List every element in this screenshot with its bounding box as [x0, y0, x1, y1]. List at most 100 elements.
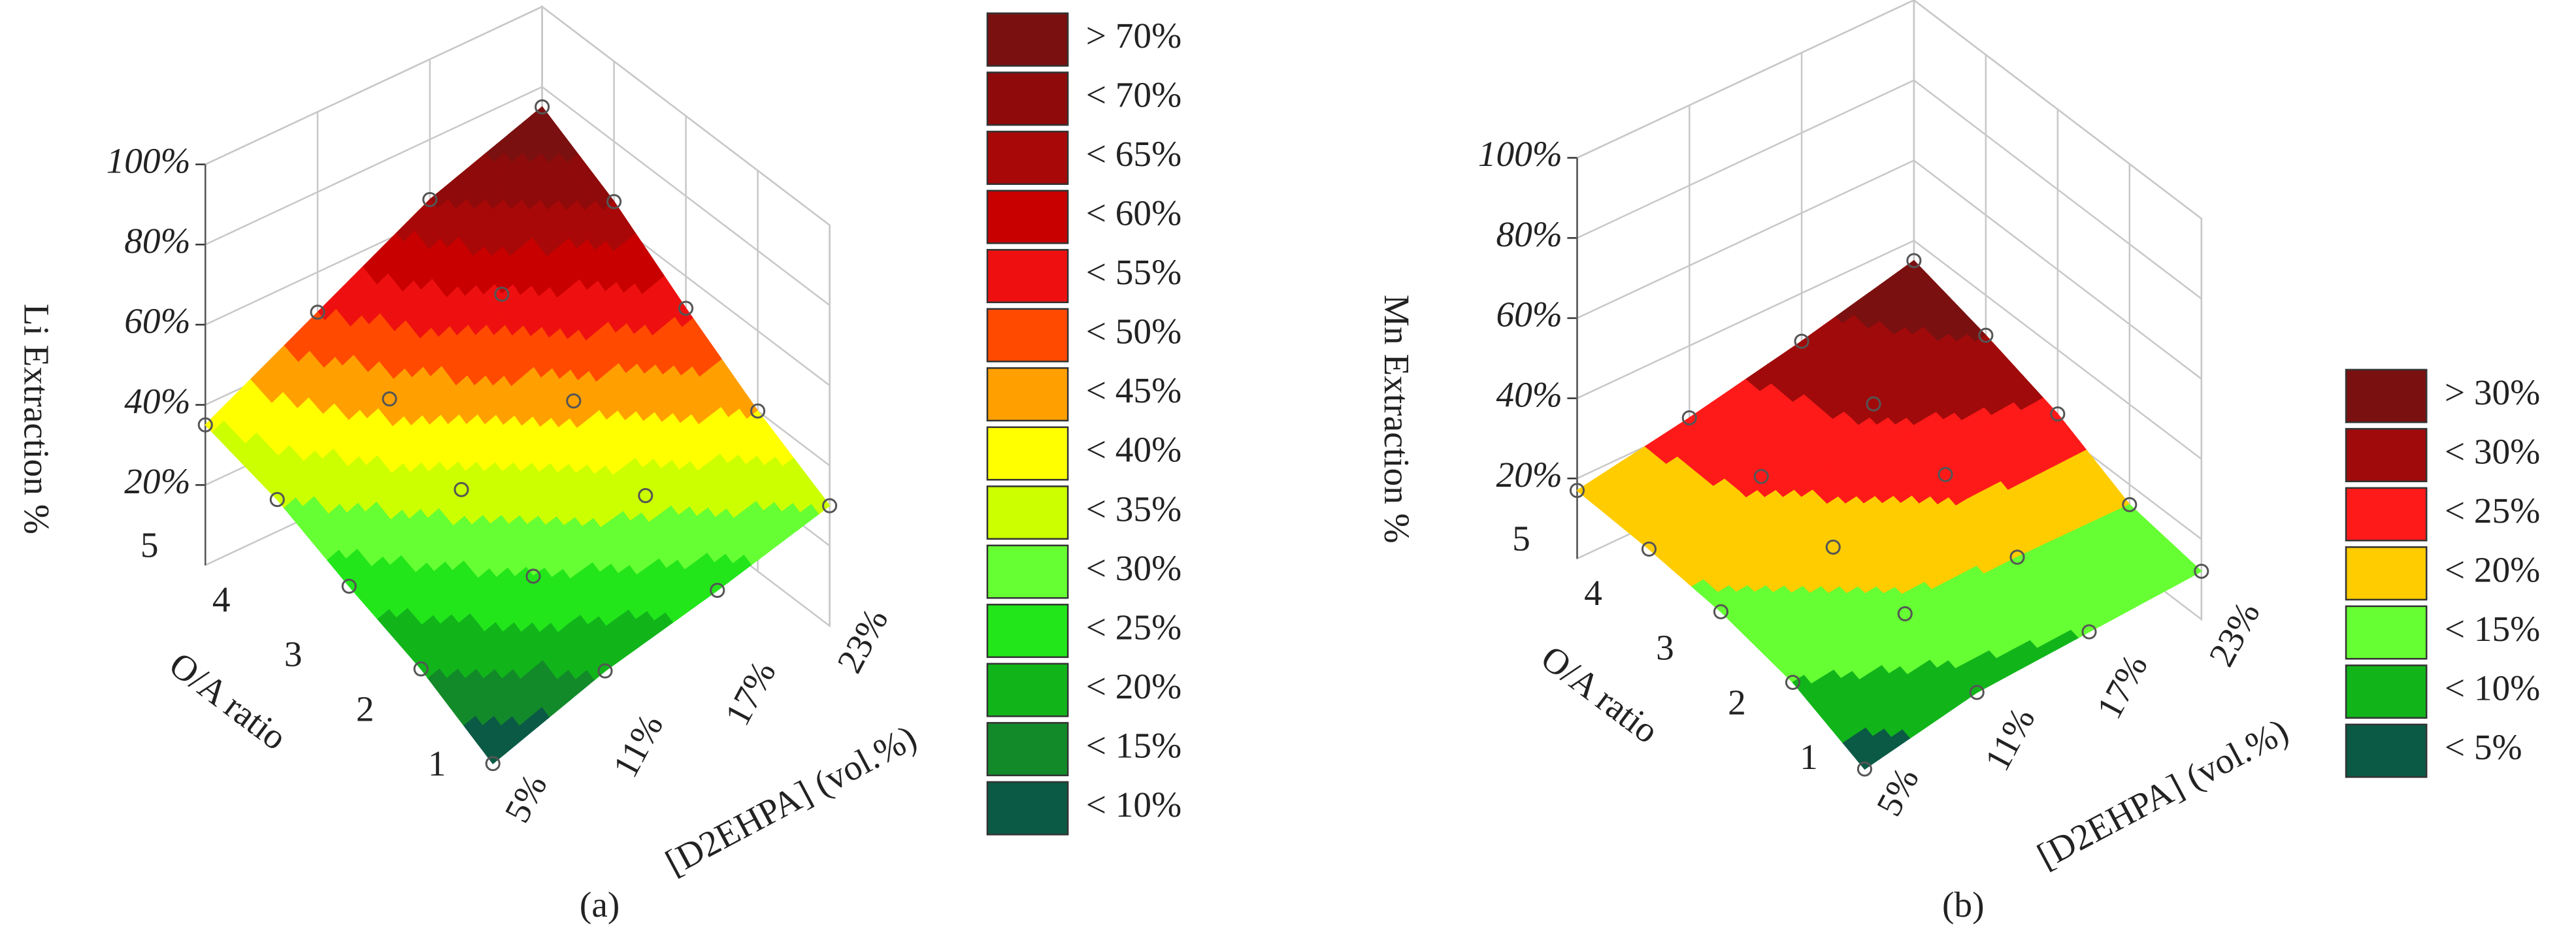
data-point	[1978, 327, 1994, 343]
legend-swatch	[986, 308, 1069, 363]
legend-label: < 20%	[1086, 666, 1181, 706]
data-point	[494, 286, 510, 302]
y-tick-label: 4	[1584, 573, 1602, 613]
data-point	[1794, 333, 1809, 349]
data-point	[1681, 410, 1697, 426]
x-tick-label: 11%	[1977, 701, 2042, 777]
z-tick-label: 80%	[124, 221, 190, 261]
grid-line	[1576, 79, 2202, 300]
x-tick-label: 11%	[605, 708, 670, 783]
legend-swatch	[2345, 487, 2428, 542]
legend-label: < 60%	[1086, 193, 1181, 233]
x-tick-label: 17%	[717, 655, 783, 732]
x-tick-label: 5%	[497, 768, 554, 829]
y-tick-label: 5	[1512, 519, 1530, 559]
data-point	[341, 578, 357, 594]
y-tick-label: 3	[1656, 628, 1674, 668]
data-point	[822, 498, 838, 514]
z-tick-label: 100%	[1478, 134, 1562, 174]
y-tick-label: 1	[428, 744, 446, 783]
z-tick-label: 40%	[124, 381, 190, 421]
legend-label: < 10%	[1086, 785, 1181, 825]
legend-label: < 25%	[1086, 607, 1181, 647]
x-axis-title: [D2EHPA] (vol.%)	[659, 717, 923, 883]
legend-swatch	[2345, 723, 2428, 778]
data-point	[2081, 624, 2097, 640]
data-point	[1785, 674, 1801, 690]
data-point	[422, 191, 438, 207]
data-point	[1969, 685, 1985, 700]
data-point	[638, 488, 653, 504]
data-point	[710, 582, 725, 598]
y-tick-label: 4	[212, 580, 231, 619]
legend-swatch	[986, 604, 1069, 659]
surface-chart: 20% 40% 60% 80% 100% 5% 11% 17% 23% 1 2 3 4 5 O/A rati…	[17, 5, 1181, 924]
data-point	[2194, 563, 2209, 579]
z-tick-label: 20%	[1496, 455, 1562, 495]
legend-swatch	[2345, 368, 2428, 423]
legend-swatch	[986, 781, 1069, 836]
surface-chart: 20% 40% 60% 80% 100% 5% 11% 17% 23% 1 2 3 4 5 O/A rati…	[1377, 0, 2540, 924]
legend-swatch	[986, 544, 1069, 599]
data-point	[566, 393, 582, 409]
z-axis-title: Li Extraction %	[17, 304, 57, 534]
legend-label: < 30%	[1086, 548, 1181, 588]
z-tick-label: 60%	[124, 301, 190, 341]
legend-label: > 30%	[2445, 372, 2540, 412]
data-point	[1866, 396, 1881, 412]
legend-label: < 35%	[1086, 489, 1181, 529]
y-tick-label: 1	[1800, 737, 1818, 777]
legend-swatch	[986, 485, 1069, 540]
data-point	[1825, 539, 1841, 555]
data-point	[535, 99, 550, 115]
legend-label: < 40%	[1086, 430, 1181, 470]
legend-label: < 25%	[2445, 491, 2540, 531]
data-point	[1641, 541, 1657, 557]
x-axis-title: [D2EHPA] (vol.%)	[2031, 711, 2295, 876]
legend-swatch	[986, 249, 1069, 304]
data-point	[310, 304, 325, 320]
z-axis-title: Mn Extraction %	[1377, 295, 1417, 544]
y-tick-label: 2	[1728, 682, 1746, 722]
x-tick-label: 5%	[1868, 761, 1926, 823]
data-point	[525, 568, 541, 584]
z-tick-label: 20%	[124, 461, 190, 501]
data-point	[382, 391, 397, 407]
legend-swatch	[2345, 605, 2428, 660]
legend-swatch	[986, 426, 1069, 481]
legend-label: < 15%	[1086, 725, 1181, 765]
data-point	[454, 482, 469, 497]
data-point	[413, 661, 429, 677]
grid-line	[1576, 0, 2202, 220]
x-tick-label: 23%	[829, 602, 895, 679]
data-point	[1897, 606, 1913, 621]
legend-label: < 20%	[2445, 549, 2540, 589]
x-tick-label: 17%	[2089, 648, 2155, 725]
z-tick-label: 60%	[1496, 295, 1562, 335]
y-axis-title: O/A ratio	[1534, 638, 1666, 751]
data-point	[606, 193, 622, 210]
x-tick-label: 23%	[2201, 595, 2267, 672]
y-tick-label: 5	[140, 525, 159, 565]
data-point	[1938, 466, 1953, 482]
caption: (a)	[580, 885, 619, 924]
y-axis-title: O/A ratio	[162, 644, 294, 757]
legend-swatch	[986, 662, 1069, 717]
legend-swatch	[986, 71, 1069, 126]
data-point	[485, 756, 501, 772]
data-point	[2009, 549, 2025, 565]
legend-swatch	[986, 189, 1069, 244]
legend-label: < 55%	[1086, 252, 1181, 292]
y-tick-label: 2	[356, 689, 374, 728]
legend-label: < 5%	[2445, 727, 2522, 767]
surface-patch	[485, 744, 505, 764]
legend-label: < 45%	[1086, 370, 1181, 410]
legend-label: < 30%	[2445, 431, 2540, 471]
data-point	[2122, 497, 2138, 512]
legend-swatch	[986, 12, 1069, 67]
data-point	[678, 301, 694, 316]
z-tick-label: 40%	[1496, 374, 1562, 414]
z-tick-label: 80%	[1496, 214, 1562, 254]
data-point	[1569, 483, 1585, 499]
